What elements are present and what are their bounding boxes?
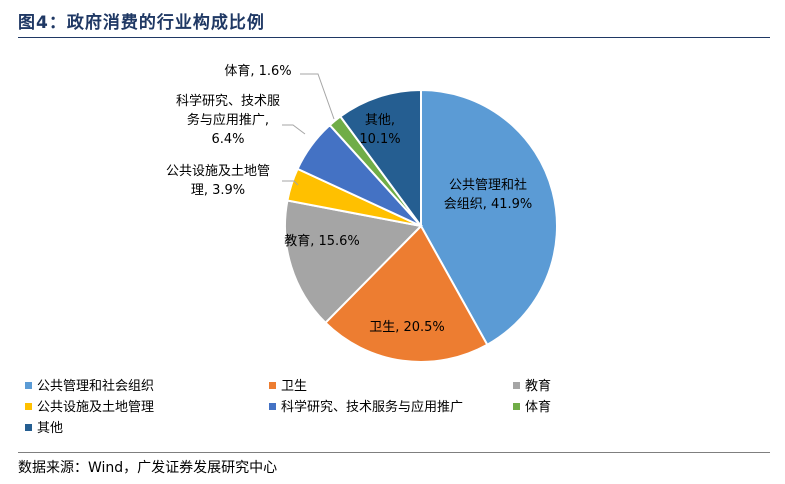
source-divider bbox=[18, 452, 770, 453]
legend-item-5: 科学研究、技术服务与应用推广 bbox=[269, 400, 463, 416]
legend-label-2: 卫生 bbox=[281, 379, 308, 394]
pie-slice-3 bbox=[284, 199, 424, 325]
data-label-3: 教育, 15.6% bbox=[284, 233, 360, 249]
chart-legend: 公共管理和社会组织 卫生 教育公共设施及土地管理 科学研究、技术服务与应用推广 体育其他 bbox=[25, 379, 765, 443]
legend-swatch-5 bbox=[269, 403, 276, 410]
title-divider bbox=[18, 37, 770, 38]
legend-item-4: 公共设施及土地管理 bbox=[25, 400, 154, 416]
legend-swatch-6 bbox=[513, 403, 520, 410]
data-label-2-line-1: 卫生, 20.5% bbox=[369, 320, 445, 335]
data-label-4-line-2: 理, 3.9% bbox=[191, 183, 245, 198]
legend-swatch-1 bbox=[25, 382, 32, 389]
data-label-7-line-1: 其他, bbox=[365, 113, 395, 128]
figure-title: 图4：政府消费的行业构成比例 bbox=[18, 13, 265, 33]
data-label-1-line-2: 会组织, 41.9% bbox=[444, 197, 533, 212]
legend-label-6: 体育 bbox=[525, 400, 552, 415]
data-label-7-line-2: 10.1% bbox=[359, 132, 400, 147]
legend-swatch-3 bbox=[513, 382, 520, 389]
leader-line-6 bbox=[300, 73, 335, 120]
data-label-5: 科学研究、技术服务与应用推广, 6.4% bbox=[176, 93, 280, 147]
pie-chart: 公共管理和社会组织, 41.9% 卫生, 20.5% 教育, 15.6% 公共设施及土… bbox=[166, 63, 558, 363]
legend-label-5: 科学研究、技术服务与应用推广 bbox=[281, 400, 464, 415]
legend-item-2: 卫生 bbox=[269, 379, 307, 395]
data-label-6: 体育, 1.6% bbox=[224, 63, 291, 79]
data-label-5-line-1: 科学研究、技术服 bbox=[176, 93, 280, 109]
data-label-4-line-1: 公共设施及土地管 bbox=[166, 164, 270, 179]
data-label-2: 卫生, 20.5% bbox=[369, 320, 445, 335]
figure-source: 数据来源：Wind，广发证券发展研究中心 bbox=[18, 460, 278, 476]
data-label-1-line-1: 公共管理和社 bbox=[449, 177, 527, 193]
pie-slice-1 bbox=[420, 88, 558, 347]
legend-label-3: 教育 bbox=[525, 379, 552, 394]
data-label-4: 公共设施及土地管理, 3.9% bbox=[166, 164, 270, 198]
legend-swatch-4 bbox=[25, 403, 32, 410]
legend-swatch-7 bbox=[25, 424, 32, 431]
data-label-7: 其他, 10.1% bbox=[359, 113, 400, 147]
pie-slice-7 bbox=[338, 88, 422, 230]
data-label-1: 公共管理和社会组织, 41.9% bbox=[444, 177, 533, 212]
legend-label-4: 公共设施及土地管理 bbox=[37, 400, 155, 415]
pie-slice-2 bbox=[324, 224, 489, 363]
legend-label-7: 其他 bbox=[37, 421, 64, 436]
legend-label-1: 公共管理和社会组织 bbox=[37, 379, 155, 394]
leader-line-5 bbox=[282, 124, 306, 135]
legend-item-6: 体育 bbox=[513, 400, 551, 416]
data-label-5-line-2: 务与应用推广, bbox=[187, 112, 269, 128]
leader-line-4 bbox=[282, 180, 299, 186]
legend-swatch-2 bbox=[269, 382, 276, 389]
legend-item-7: 其他 bbox=[25, 421, 63, 437]
data-label-6-line-1: 体育, 1.6% bbox=[224, 63, 291, 79]
legend-item-1: 公共管理和社会组织 bbox=[25, 379, 154, 395]
data-label-5-line-3: 6.4% bbox=[211, 132, 244, 147]
legend-item-3: 教育 bbox=[513, 379, 551, 395]
data-label-3-line-1: 教育, 15.6% bbox=[284, 233, 360, 249]
